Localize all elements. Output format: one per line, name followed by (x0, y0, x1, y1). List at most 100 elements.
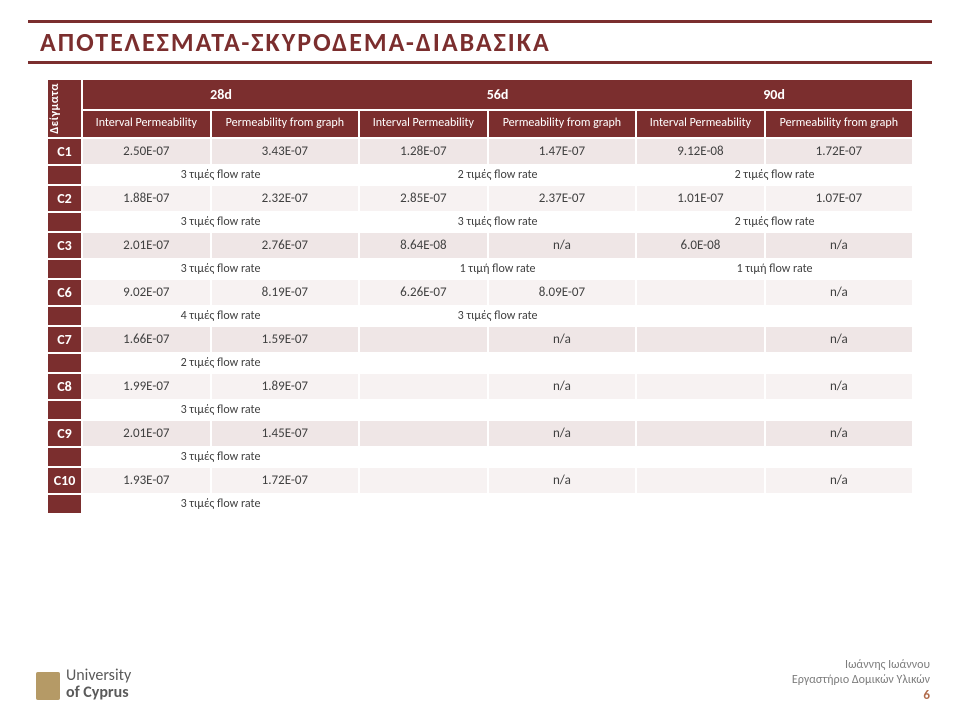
row-label-spacer (48, 494, 82, 513)
data-cell (359, 420, 488, 447)
title-bar: ΑΠΟΤΕΛΕΣΜΑΤΑ-ΣΚΥΡΟΔΕΜΑ-ΔΙΑΒΑΣΙΚΑ (28, 20, 932, 64)
col-56d: 56d (359, 80, 636, 110)
data-cell: 1.93E-07 (82, 467, 211, 494)
data-cell: 1.45E-07 (211, 420, 359, 447)
note-row: 3 τιμές flow rate (48, 494, 912, 513)
row-label: C9 (48, 420, 82, 447)
note-cell: 4 τιμές flow rate (82, 306, 359, 326)
data-cell: 2.37E-07 (488, 185, 636, 212)
data-cell: n/a (488, 232, 636, 259)
note-cell: 3 τιμές flow rate (82, 165, 359, 185)
note-cell (636, 447, 912, 467)
row-label: C2 (48, 185, 82, 212)
row-label-spacer (48, 400, 82, 420)
lab-name: Εργαστήριο Δομικών Υλικών (792, 673, 930, 688)
page-number: 6 (792, 688, 930, 704)
note-cell: 3 τιμές flow rate (359, 306, 636, 326)
data-cell: n/a (765, 420, 912, 447)
col-90d: 90d (636, 80, 912, 110)
subcol-56d-b: Permeability from graph (488, 110, 636, 138)
data-cell: 6.0E-08 (636, 232, 765, 259)
note-cell (636, 400, 912, 420)
note-cell (636, 306, 912, 326)
row-label: C3 (48, 232, 82, 259)
col-28d: 28d (82, 80, 359, 110)
permeability-table: Δείγματα 28d 56d 90d Interval Permeabili… (48, 80, 912, 513)
note-cell: 2 τιμές flow rate (636, 212, 912, 232)
university-crest-icon (36, 672, 60, 700)
note-cell: 3 τιμές flow rate (82, 400, 359, 420)
university-line2: of Cyprus (66, 685, 131, 702)
table-top-header: Δείγματα 28d 56d 90d (48, 80, 912, 110)
note-row: 3 τιμές flow rate2 τιμές flow rate2 τιμέ… (48, 165, 912, 185)
data-cell: n/a (765, 232, 912, 259)
row-label: C7 (48, 326, 82, 353)
data-cell: n/a (488, 326, 636, 353)
data-cell: 1.66E-07 (82, 326, 211, 353)
data-cell: 9.12E-08 (636, 138, 765, 165)
data-cell (359, 467, 488, 494)
note-row: 3 τιμές flow rate3 τιμές flow rate2 τιμέ… (48, 212, 912, 232)
note-cell: 3 τιμές flow rate (82, 259, 359, 279)
data-cell: 1.72E-07 (765, 138, 912, 165)
data-cell (636, 279, 765, 306)
table-row: C81.99E-071.89E-07n/an/a (48, 373, 912, 400)
note-cell: 1 τιμή flow rate (636, 259, 912, 279)
note-cell: 2 τιμές flow rate (359, 165, 636, 185)
data-cell (636, 373, 765, 400)
data-cell: 1.59E-07 (211, 326, 359, 353)
note-cell: 1 τιμή flow rate (359, 259, 636, 279)
data-cell: 2.50E-07 (82, 138, 211, 165)
note-row: 3 τιμές flow rate1 τιμή flow rate1 τιμή … (48, 259, 912, 279)
author-name: Ιωάννης Ιωάννου (792, 658, 930, 673)
data-cell: 8.64E-08 (359, 232, 488, 259)
table-row: C92.01E-071.45E-07 n/a n/a (48, 420, 912, 447)
data-cell: n/a (488, 467, 636, 494)
samples-header: Δείγματα (48, 80, 82, 138)
note-cell (359, 400, 636, 420)
row-label-spacer (48, 447, 82, 467)
data-cell: 8.19E-07 (211, 279, 359, 306)
row-label-spacer (48, 353, 82, 373)
table-sub-header: Interval Permeability Permeability from … (48, 110, 912, 138)
note-cell (636, 353, 912, 373)
footer-right: Ιωάννης Ιωάννου Εργαστήριο Δομικών Υλικώ… (792, 658, 930, 704)
data-cell (636, 467, 765, 494)
note-cell: 3 τιμές flow rate (359, 212, 636, 232)
data-cell: 2.76E-07 (211, 232, 359, 259)
data-cell: 3.43E-07 (211, 138, 359, 165)
data-cell: 1.28E-07 (359, 138, 488, 165)
data-cell: 1.99E-07 (82, 373, 211, 400)
data-cell: 1.47E-07 (488, 138, 636, 165)
note-cell: 2 τιμές flow rate (636, 165, 912, 185)
note-cell (359, 353, 636, 373)
data-cell (359, 373, 488, 400)
note-row: 2 τιμές flow rate (48, 353, 912, 373)
data-cell: 1.89E-07 (211, 373, 359, 400)
data-cell: 2.32E-07 (211, 185, 359, 212)
data-cell: 2.01E-07 (82, 420, 211, 447)
data-cell: 8.09E-07 (488, 279, 636, 306)
note-cell (359, 447, 636, 467)
row-label: C10 (48, 467, 82, 494)
table-row: C101.93E-071.72E-07n/an/a (48, 467, 912, 494)
row-label: C6 (48, 279, 82, 306)
data-cell: n/a (765, 279, 912, 306)
table-row: C21.88E-072.32E-072.85E-072.37E-071.01E-… (48, 185, 912, 212)
table-row: C69.02E-078.19E-076.26E-078.09E-07n/a (48, 279, 912, 306)
table-row: C12.50E-073.43E-071.28E-071.47E-079.12E-… (48, 138, 912, 165)
row-label-spacer (48, 306, 82, 326)
note-row: 4 τιμές flow rate3 τιμές flow rate (48, 306, 912, 326)
slide-title: ΑΠΟΤΕΛΕΣΜΑΤΑ-ΣΚΥΡΟΔΕΜΑ-ΔΙΑΒΑΣΙΚΑ (40, 26, 551, 58)
data-cell: 2.01E-07 (82, 232, 211, 259)
data-cell: n/a (488, 373, 636, 400)
row-label: C1 (48, 138, 82, 165)
data-cell: n/a (488, 420, 636, 447)
data-cell: 1.07E-07 (765, 185, 912, 212)
table-body: C12.50E-073.43E-071.28E-071.47E-079.12E-… (48, 138, 912, 513)
university-logo: University of Cyprus (66, 668, 131, 702)
note-cell: 3 τιμές flow rate (82, 447, 359, 467)
note-cell: 3 τιμές flow rate (82, 494, 359, 513)
subcol-90d-a: Interval Permeability (636, 110, 765, 138)
subcol-56d-a: Interval Permeability (359, 110, 488, 138)
